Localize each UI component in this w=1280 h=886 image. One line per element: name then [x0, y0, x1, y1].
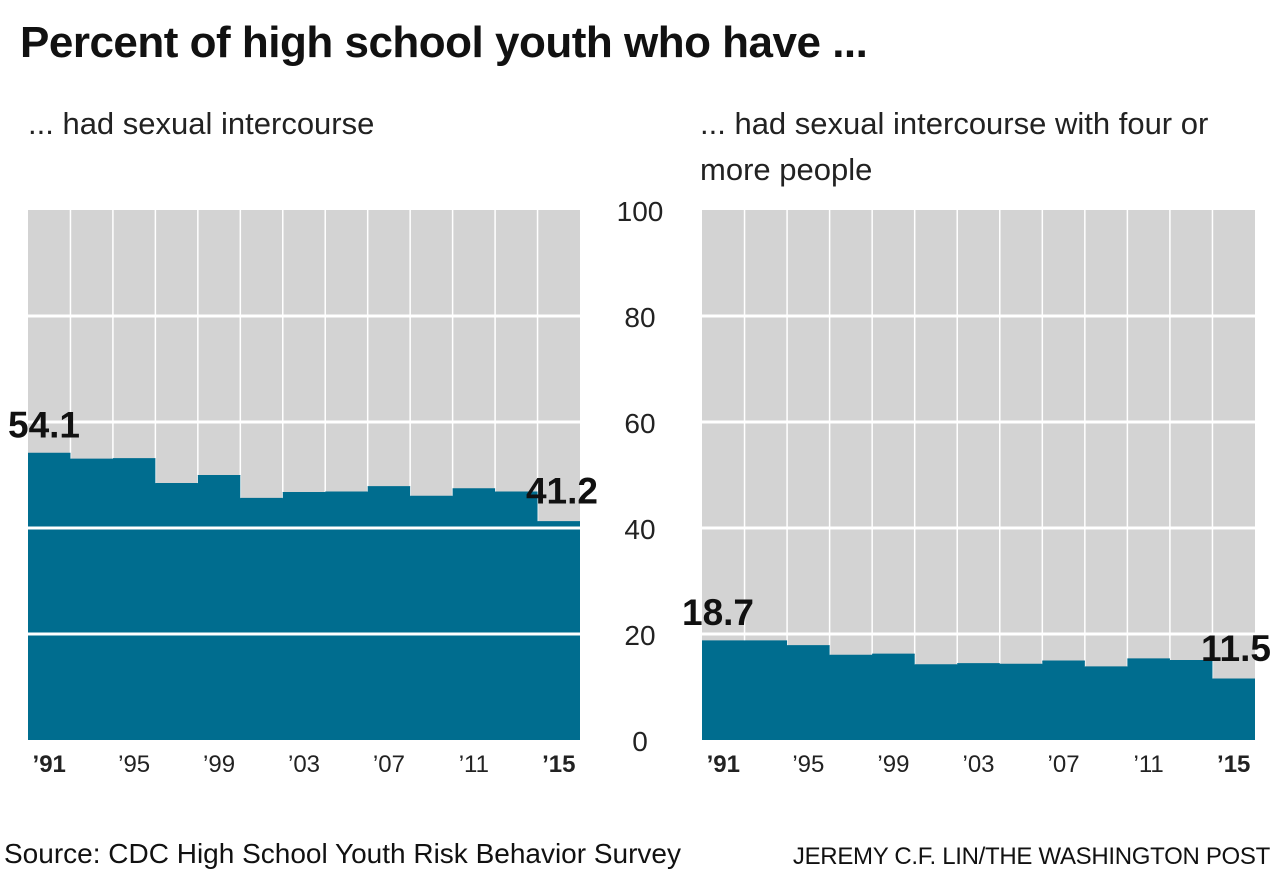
y-tick-label: 0: [632, 726, 648, 757]
data-label-1991: 18.7: [682, 592, 754, 633]
x-tick-label: ’95: [792, 751, 824, 778]
x-tick-label: ’07: [1048, 751, 1080, 778]
y-tick-label: 40: [624, 514, 655, 545]
x-tick-label: ’15: [542, 751, 575, 778]
x-tick-label: ’91: [33, 751, 66, 778]
chart-title: Percent of high school youth who have ..…: [20, 18, 868, 67]
data-label-1991: 54.1: [8, 404, 80, 445]
x-tick-label: ’91: [707, 751, 740, 778]
x-tick-label: ’15: [1217, 751, 1250, 778]
series-area: [702, 640, 1255, 740]
y-tick-label: 60: [624, 408, 655, 439]
left-panel-subtitle: ... had sexual intercourse: [28, 106, 375, 141]
y-tick-label: 80: [624, 302, 655, 333]
x-tick-label: ’11: [459, 751, 489, 778]
x-tick-label: ’99: [877, 751, 909, 778]
right-panel-subtitle: ... had sexual intercourse with four or …: [700, 106, 1209, 187]
x-tick-label: ’03: [962, 751, 994, 778]
y-tick-label: 100: [617, 196, 664, 227]
x-tick-label: ’07: [373, 751, 405, 778]
data-label-2015: 41.2: [526, 471, 598, 512]
x-tick-label: ’11: [1134, 751, 1164, 778]
y-tick-label: 20: [624, 620, 655, 651]
series-area: [28, 453, 580, 740]
x-tick-label: ’99: [203, 751, 235, 778]
x-tick-label: ’03: [288, 751, 320, 778]
chart-panel-right: ’91 ’95 ’99 ’03 ’07 ’11 ’15 18.7 11.5: [682, 210, 1271, 778]
source-note: Source: CDC High School Youth Risk Behav…: [4, 838, 682, 869]
credit-line: JEREMY C.F. LIN/THE WASHINGTON POST: [792, 843, 1270, 870]
chart-panel-left: ’91 ’95 ’99 ’03 ’07 ’11 ’15 54.1 41.2: [8, 210, 598, 778]
x-tick-label: ’95: [118, 751, 150, 778]
data-label-2015: 11.5: [1201, 628, 1271, 669]
